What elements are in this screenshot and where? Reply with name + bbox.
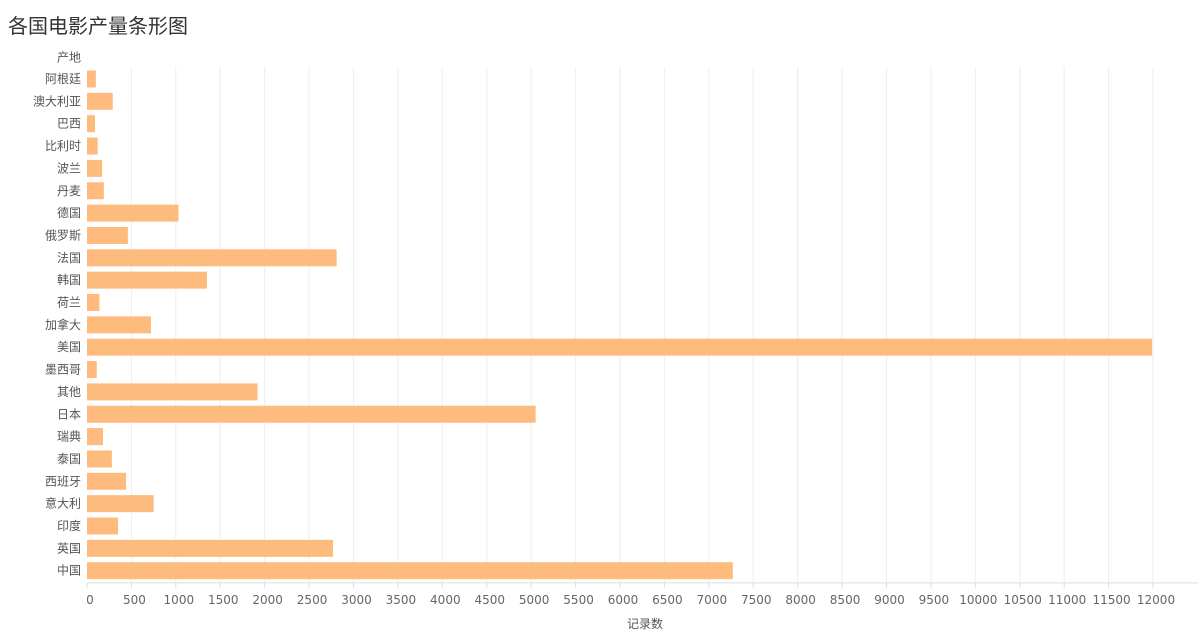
bar[interactable]	[87, 204, 179, 222]
category-label: 印度	[57, 518, 81, 533]
grid-lines	[130, 66, 1154, 583]
x-tick-label: 11500	[1092, 593, 1130, 607]
bar[interactable]	[87, 137, 98, 155]
category-label: 阿根廷	[45, 72, 81, 86]
x-tick-label: 7000	[697, 593, 728, 607]
bar[interactable]	[87, 92, 113, 110]
bar[interactable]	[87, 539, 334, 557]
bar[interactable]	[87, 450, 112, 468]
x-axis-title: 记录数	[627, 616, 663, 631]
x-tick-label: 6000	[608, 593, 639, 607]
x-tick-label: 8500	[830, 593, 861, 607]
category-label: 意大利	[45, 496, 81, 511]
category-label: 俄罗斯	[45, 228, 81, 242]
x-tick-label: 1500	[208, 593, 239, 607]
bar[interactable]	[87, 495, 154, 513]
bar[interactable]	[87, 70, 96, 88]
x-tick-label: 3500	[386, 593, 417, 607]
category-label: 美国	[57, 340, 81, 354]
x-tick-label: 9000	[874, 593, 905, 607]
x-tick-label: 6500	[652, 593, 683, 607]
x-tick-label: 2500	[297, 593, 328, 607]
x-tick-label: 4000	[430, 593, 461, 607]
bar[interactable]	[87, 517, 119, 535]
bar[interactable]	[87, 316, 151, 334]
category-label: 波兰	[57, 161, 81, 175]
chart-title: 各国电影产量条形图	[8, 14, 188, 38]
category-label: 比利时	[45, 139, 81, 153]
bar[interactable]	[87, 294, 100, 311]
x-tick-labels: 0 500 1000 1500 2000 2500 3000 3500 4000 4500 5000…	[86, 582, 1175, 607]
x-tick-label: 8000	[785, 593, 816, 607]
x-tick-label: 3000	[341, 593, 372, 607]
x-tick-label: 5000	[519, 593, 550, 607]
category-label: 墨西哥	[45, 363, 81, 377]
x-tick-label: 11000	[1048, 593, 1086, 607]
category-label: 丹麦	[57, 184, 81, 198]
category-label: 法国	[57, 251, 81, 265]
bar[interactable]	[87, 428, 103, 446]
category-labels: 阿根廷澳大利亚巴西比利时波兰丹麦德国俄罗斯法国韩国荷兰加拿大美国墨西哥其他日本瑞…	[33, 72, 81, 578]
x-tick-label: 2000	[252, 593, 283, 607]
bar[interactable]	[87, 115, 95, 133]
x-tick-label: 7500	[741, 593, 772, 607]
bar[interactable]	[87, 472, 127, 490]
bar[interactable]	[87, 383, 258, 401]
x-tick-label: 9500	[919, 593, 950, 607]
bar[interactable]	[87, 562, 733, 580]
category-label: 泰国	[57, 452, 81, 466]
bars	[87, 70, 1153, 580]
category-label: 其他	[57, 385, 81, 399]
bar[interactable]	[87, 249, 337, 267]
x-tick-label: 4500	[474, 593, 505, 607]
x-tick-label: 500	[123, 593, 146, 607]
category-label: 澳大利亚	[33, 94, 81, 108]
category-label: 韩国	[57, 272, 81, 287]
bar[interactable]	[87, 361, 97, 379]
y-axis-title: 产地	[57, 51, 81, 65]
x-tick-label: 1000	[164, 593, 195, 607]
bar[interactable]	[87, 338, 1153, 356]
x-tick-label: 10000	[959, 593, 997, 607]
bar[interactable]	[87, 159, 103, 177]
x-tick-label: 0	[86, 593, 94, 607]
x-tick-label: 5500	[563, 593, 594, 607]
category-label: 中国	[57, 563, 81, 578]
bar[interactable]	[87, 405, 536, 423]
category-label: 英国	[57, 541, 81, 555]
x-tick-label: 10500	[1004, 593, 1042, 607]
bar[interactable]	[87, 182, 104, 200]
category-label: 日本	[57, 407, 81, 421]
category-label: 瑞典	[57, 430, 81, 444]
bar[interactable]	[87, 226, 128, 244]
category-label: 巴西	[57, 117, 81, 131]
category-label: 荷兰	[57, 296, 81, 310]
x-tick-label: 12000	[1137, 593, 1175, 607]
bar[interactable]	[87, 271, 207, 289]
category-label: 德国	[57, 205, 81, 220]
category-label: 西班牙	[45, 474, 81, 488]
category-label: 加拿大	[45, 317, 81, 332]
